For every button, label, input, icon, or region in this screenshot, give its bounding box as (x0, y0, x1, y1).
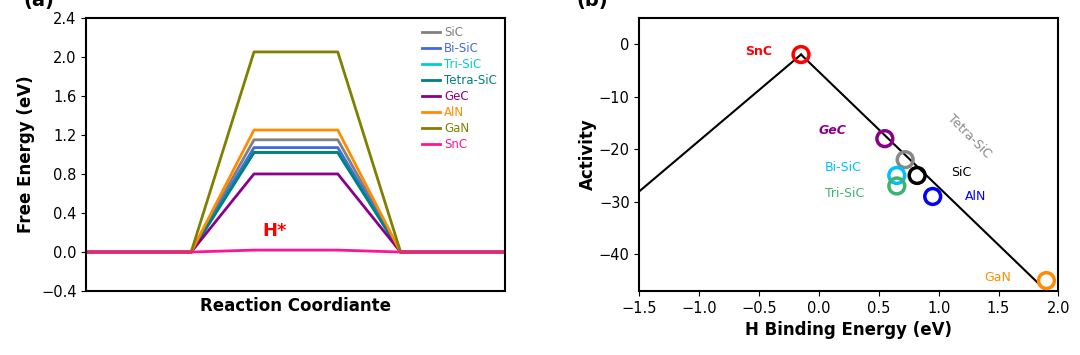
Tetra-SiC (247, 151, 260, 155)
Text: AlN: AlN (966, 190, 986, 203)
Text: H*: H* (262, 222, 287, 240)
AlN (332, 128, 345, 132)
Legend: SiC, Bi-SiC, Tri-SiC, Tetra-SiC, GeC, AlN, GaN, SnC: SiC, Bi-SiC, Tri-SiC, Tetra-SiC, GeC, Al… (419, 24, 499, 153)
Line: GeC: GeC (86, 174, 505, 252)
Tri-SiC (247, 151, 260, 155)
X-axis label: H Binding Energy (eV): H Binding Energy (eV) (745, 321, 953, 339)
GaN (332, 50, 345, 54)
GaN (80, 250, 93, 254)
Line: SiC: SiC (86, 140, 505, 252)
Tri-SiC (394, 250, 407, 254)
Point (888, 183, 905, 189)
Y-axis label: Activity: Activity (579, 119, 597, 190)
SnC (80, 250, 93, 254)
Line: GaN: GaN (86, 52, 505, 252)
SiC (80, 250, 93, 254)
Text: Tetra-SiC: Tetra-SiC (945, 112, 994, 160)
Line: Tetra-SiC: Tetra-SiC (86, 153, 505, 252)
AlN (247, 128, 260, 132)
GeC (332, 172, 345, 176)
Text: Bi-SiC: Bi-SiC (825, 161, 862, 174)
Text: GaN: GaN (984, 272, 1011, 284)
AlN (185, 250, 198, 254)
SnC (332, 248, 345, 252)
Tri-SiC (185, 250, 198, 254)
GaN (247, 50, 260, 54)
Text: GeC: GeC (819, 124, 847, 137)
Point (896, 157, 914, 163)
Point (888, 173, 905, 178)
Bi-SiC (80, 250, 93, 254)
GeC (499, 250, 512, 254)
Text: SiC: SiC (950, 166, 971, 179)
GeC (394, 250, 407, 254)
SnC (394, 250, 407, 254)
Tri-SiC (332, 151, 345, 155)
SiC (332, 138, 345, 142)
GeC (247, 172, 260, 176)
Text: SnC: SnC (745, 45, 772, 59)
Line: Bi-SiC: Bi-SiC (86, 148, 505, 252)
Bi-SiC (185, 250, 198, 254)
Point (876, 136, 893, 142)
GaN (499, 250, 512, 254)
SiC (247, 138, 260, 142)
X-axis label: Reaction Coordiante: Reaction Coordiante (201, 297, 391, 315)
Point (1038, 278, 1055, 283)
Tetra-SiC (499, 250, 512, 254)
GaN (185, 250, 198, 254)
Line: Tri-SiC: Tri-SiC (86, 153, 505, 252)
AlN (499, 250, 512, 254)
Tri-SiC (499, 250, 512, 254)
SnC (185, 250, 198, 254)
Text: Tri-SiC: Tri-SiC (825, 187, 864, 200)
AlN (394, 250, 407, 254)
Bi-SiC (394, 250, 407, 254)
Tri-SiC (80, 250, 93, 254)
Line: SnC: SnC (86, 250, 505, 252)
Y-axis label: Free Energy (eV): Free Energy (eV) (17, 76, 36, 233)
Point (924, 193, 942, 199)
Tetra-SiC (185, 250, 198, 254)
Tetra-SiC (394, 250, 407, 254)
Text: (a): (a) (24, 0, 54, 10)
GeC (80, 250, 93, 254)
SnC (247, 248, 260, 252)
Tetra-SiC (80, 250, 93, 254)
Bi-SiC (332, 146, 345, 150)
Point (908, 173, 926, 178)
Text: (b): (b) (577, 0, 608, 10)
GaN (394, 250, 407, 254)
Point (793, 52, 810, 58)
Bi-SiC (499, 250, 512, 254)
SiC (499, 250, 512, 254)
Bi-SiC (247, 146, 260, 150)
SnC (499, 250, 512, 254)
AlN (80, 250, 93, 254)
SiC (185, 250, 198, 254)
SiC (394, 250, 407, 254)
GeC (185, 250, 198, 254)
Tetra-SiC (332, 151, 345, 155)
Line: AlN: AlN (86, 130, 505, 252)
